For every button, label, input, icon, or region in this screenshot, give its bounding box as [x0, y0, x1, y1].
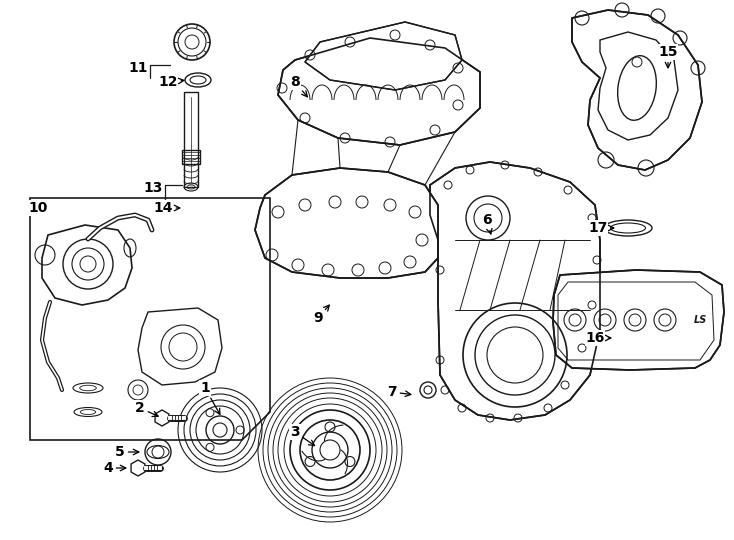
Polygon shape [278, 38, 480, 145]
Text: 1: 1 [200, 381, 220, 414]
Text: 9: 9 [313, 305, 330, 325]
Text: 17: 17 [589, 221, 614, 235]
Text: 11: 11 [128, 61, 148, 75]
Text: 6: 6 [482, 213, 492, 234]
Polygon shape [255, 168, 438, 278]
Text: 15: 15 [658, 45, 677, 68]
Bar [182, 150, 200, 164]
Text: 16: 16 [585, 331, 611, 345]
Text: 13: 13 [143, 181, 163, 195]
Polygon shape [553, 270, 724, 370]
Polygon shape [430, 162, 600, 420]
Text: 8: 8 [290, 75, 308, 97]
Text: 3: 3 [290, 425, 315, 446]
Bar [184, 92, 198, 187]
Text: 12: 12 [159, 75, 184, 89]
Text: 10: 10 [28, 201, 48, 215]
Text: 5: 5 [115, 445, 139, 459]
Text: 2: 2 [135, 401, 159, 416]
Text: 7: 7 [388, 385, 411, 399]
Text: 14: 14 [153, 201, 180, 215]
Text: LS: LS [694, 315, 707, 325]
Text: 4: 4 [103, 461, 126, 475]
Polygon shape [305, 22, 462, 90]
Polygon shape [572, 10, 702, 170]
